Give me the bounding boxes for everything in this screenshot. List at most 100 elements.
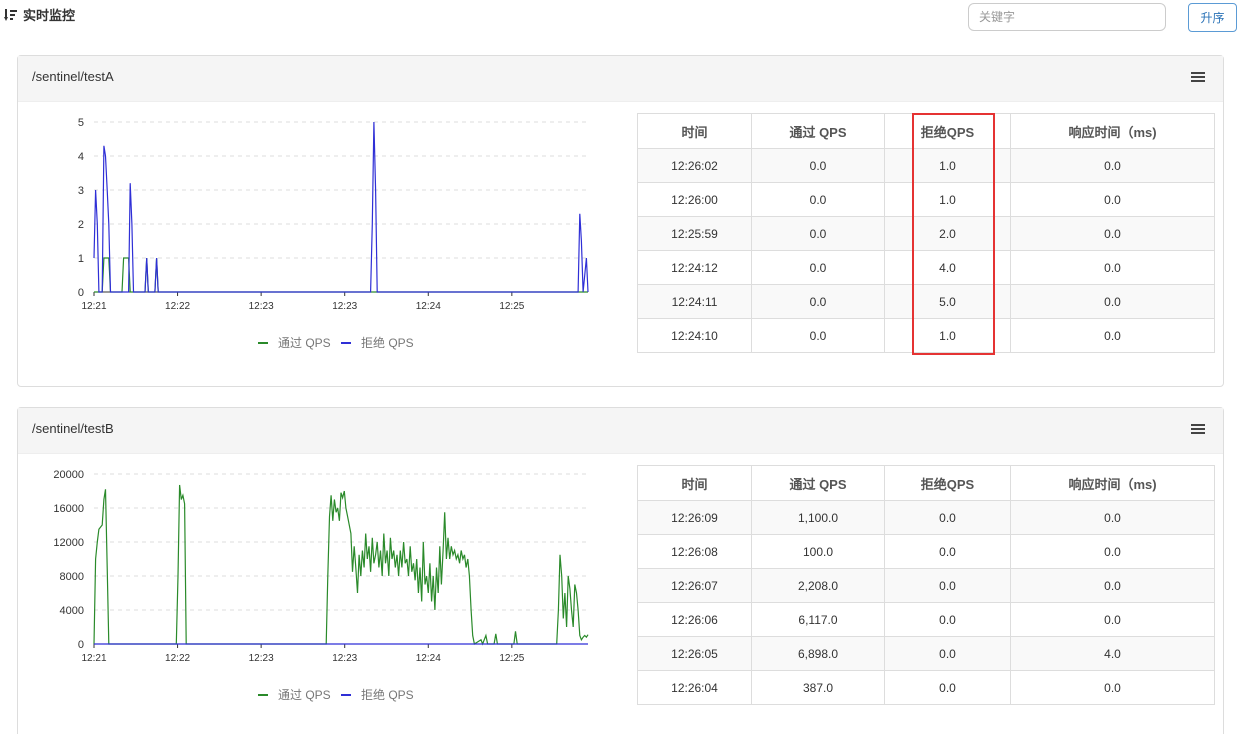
cell-block-qps: 0.0: [884, 500, 1011, 535]
cell-time: 12:26:05: [637, 636, 752, 671]
cell-pass-qps: 0.0: [751, 318, 885, 353]
legend-label[interactable]: 通过 QPS: [278, 336, 331, 350]
keyword-search-input[interactable]: [968, 3, 1166, 31]
table-row: 12:25:59 0.0 2.0 0.0: [637, 216, 1215, 251]
cell-rt: 0.0: [1010, 534, 1215, 569]
y-tick-label: 2: [78, 219, 84, 231]
cell-block-qps: 0.0: [884, 568, 1011, 603]
cell-rt: 0.0: [1010, 670, 1215, 705]
x-tick-label: 12:21: [81, 653, 106, 664]
cell-rt: 0.0: [1010, 250, 1215, 285]
table-row: 12:24:11 0.0 5.0 0.0: [637, 284, 1215, 319]
top-bar: 实时监控 升序: [0, 0, 1241, 40]
cell-block-qps: 1.0: [884, 148, 1011, 183]
page-title-text: 实时监控: [23, 8, 76, 23]
x-tick-label: 12:23: [249, 653, 274, 664]
block-qps-highlight-box: [912, 113, 995, 355]
col-header-time[interactable]: 时间: [637, 465, 752, 501]
cell-rt: 0.0: [1010, 568, 1215, 603]
table-row: 12:26:05 6,898.0 0.0 4.0: [637, 636, 1215, 671]
y-tick-label: 4000: [60, 605, 84, 617]
cell-pass-qps: 387.0: [751, 670, 885, 705]
table-row: 12:26:07 2,208.0 0.0 0.0: [637, 568, 1215, 603]
x-tick-label: 12:25: [499, 301, 524, 312]
cell-time: 12:26:04: [637, 670, 752, 705]
resource-title: /sentinel/testA: [32, 69, 114, 84]
resource-panel-testA: /sentinel/testA 0 1 2 3 4 5 12:21 12:22 12:23 12:…: [17, 55, 1224, 387]
cell-time: 12:24:11: [637, 284, 752, 319]
col-header-rt[interactable]: 响应时间（ms): [1010, 465, 1215, 501]
cell-time: 12:26:09: [637, 500, 752, 535]
col-header-rt[interactable]: 响应时间（ms): [1010, 113, 1215, 149]
metrics-table: 时间 通过 QPS 拒绝QPS 响应时间（ms) 12:26:09 1,100.0…: [637, 465, 1215, 705]
qps-line-chart: 0 1 2 3 4 5 12:21 12:22 12:23 12:23 12:24 12:25 通过 Q…: [78, 117, 589, 350]
cell-rt: 0.0: [1010, 500, 1215, 535]
cell-pass-qps: 0.0: [751, 250, 885, 285]
cell-time: 12:26:08: [637, 534, 752, 569]
table-row: 12:26:08 100.0 0.0 0.0: [637, 534, 1215, 569]
cell-rt: 0.0: [1010, 602, 1215, 637]
y-tick-label: 16000: [53, 503, 84, 515]
resource-panel-testB: /sentinel/testB 0 4000 8000 12000 16000 20000…: [17, 407, 1224, 734]
cell-block-qps: 0.0: [884, 602, 1011, 637]
x-tick-label: 12:21: [81, 301, 106, 312]
panel-header: /sentinel/testA: [18, 56, 1223, 102]
cell-rt: 0.0: [1010, 284, 1215, 319]
col-header-block-qps[interactable]: 拒绝QPS: [884, 465, 1011, 501]
cell-pass-qps: 100.0: [751, 534, 885, 569]
menu-icon[interactable]: [1191, 424, 1205, 436]
legend-label[interactable]: 拒绝 QPS: [361, 687, 414, 702]
cell-time: 12:24:12: [637, 250, 752, 285]
cell-time: 12:26:02: [637, 148, 752, 183]
cell-block-qps: 0.0: [884, 636, 1011, 671]
cell-pass-qps: 0.0: [751, 216, 885, 251]
x-tick-label: 12:24: [416, 301, 441, 312]
x-tick-label: 12:23: [332, 301, 357, 312]
y-tick-label: 3: [78, 185, 84, 197]
cell-time: 12:26:07: [637, 568, 752, 603]
qps-line-chart: 0 4000 8000 12000 16000 20000 12:21 12:22 12:23 1…: [53, 469, 589, 702]
cell-time: 12:24:10: [637, 318, 752, 353]
y-tick-label: 0: [78, 639, 84, 651]
cell-rt: 4.0: [1010, 636, 1215, 671]
y-tick-label: 12000: [53, 537, 84, 549]
cell-block-qps: 1.0: [884, 182, 1011, 217]
menu-icon[interactable]: [1191, 72, 1205, 84]
sort-list-icon: [4, 8, 17, 21]
x-tick-label: 12:24: [416, 653, 441, 664]
cell-block-qps: 0.0: [884, 534, 1011, 569]
page-title: 实时监控: [4, 5, 75, 24]
col-header-pass-qps[interactable]: 通过 QPS: [751, 465, 885, 501]
cell-rt: 0.0: [1010, 318, 1215, 353]
x-tick-label: 12:23: [332, 653, 357, 664]
table-row: 12:26:04 387.0 0.0 0.0: [637, 670, 1215, 705]
cell-pass-qps: 0.0: [751, 148, 885, 183]
cell-pass-qps: 0.0: [751, 182, 885, 217]
y-tick-label: 5: [78, 117, 84, 129]
panel-header: /sentinel/testB: [18, 408, 1223, 454]
x-tick-label: 12:22: [165, 301, 190, 312]
cell-pass-qps: 2,208.0: [751, 568, 885, 603]
sort-ascending-button[interactable]: 升序: [1188, 3, 1237, 32]
cell-rt: 0.0: [1010, 148, 1215, 183]
cell-pass-qps: 6,898.0: [751, 636, 885, 671]
cell-block-qps: 2.0: [884, 216, 1011, 251]
metrics-table: 时间 通过 QPS 拒绝QPS 响应时间（ms) 12:26:02 0.0 1.0 0…: [637, 113, 1215, 353]
y-tick-label: 8000: [60, 571, 84, 583]
series-line-0: [94, 257, 588, 293]
table-row: 12:26:02 0.0 1.0 0.0: [637, 148, 1215, 183]
col-header-time[interactable]: 时间: [637, 113, 752, 149]
cell-block-qps: 0.0: [884, 670, 1011, 705]
x-tick-label: 12:23: [249, 301, 274, 312]
cell-time: 12:26:00: [637, 182, 752, 217]
legend-label[interactable]: 拒绝 QPS: [361, 335, 414, 350]
resource-title: /sentinel/testB: [32, 421, 114, 436]
cell-pass-qps: 6,117.0: [751, 602, 885, 637]
table-row: 12:26:06 6,117.0 0.0 0.0: [637, 602, 1215, 637]
legend-label[interactable]: 通过 QPS: [278, 688, 331, 702]
table-row: 12:24:10 0.0 1.0 0.0: [637, 318, 1215, 353]
cell-pass-qps: 0.0: [751, 284, 885, 319]
col-header-pass-qps[interactable]: 通过 QPS: [751, 113, 885, 149]
table-row: 12:26:00 0.0 1.0 0.0: [637, 182, 1215, 217]
x-tick-label: 12:22: [165, 653, 190, 664]
